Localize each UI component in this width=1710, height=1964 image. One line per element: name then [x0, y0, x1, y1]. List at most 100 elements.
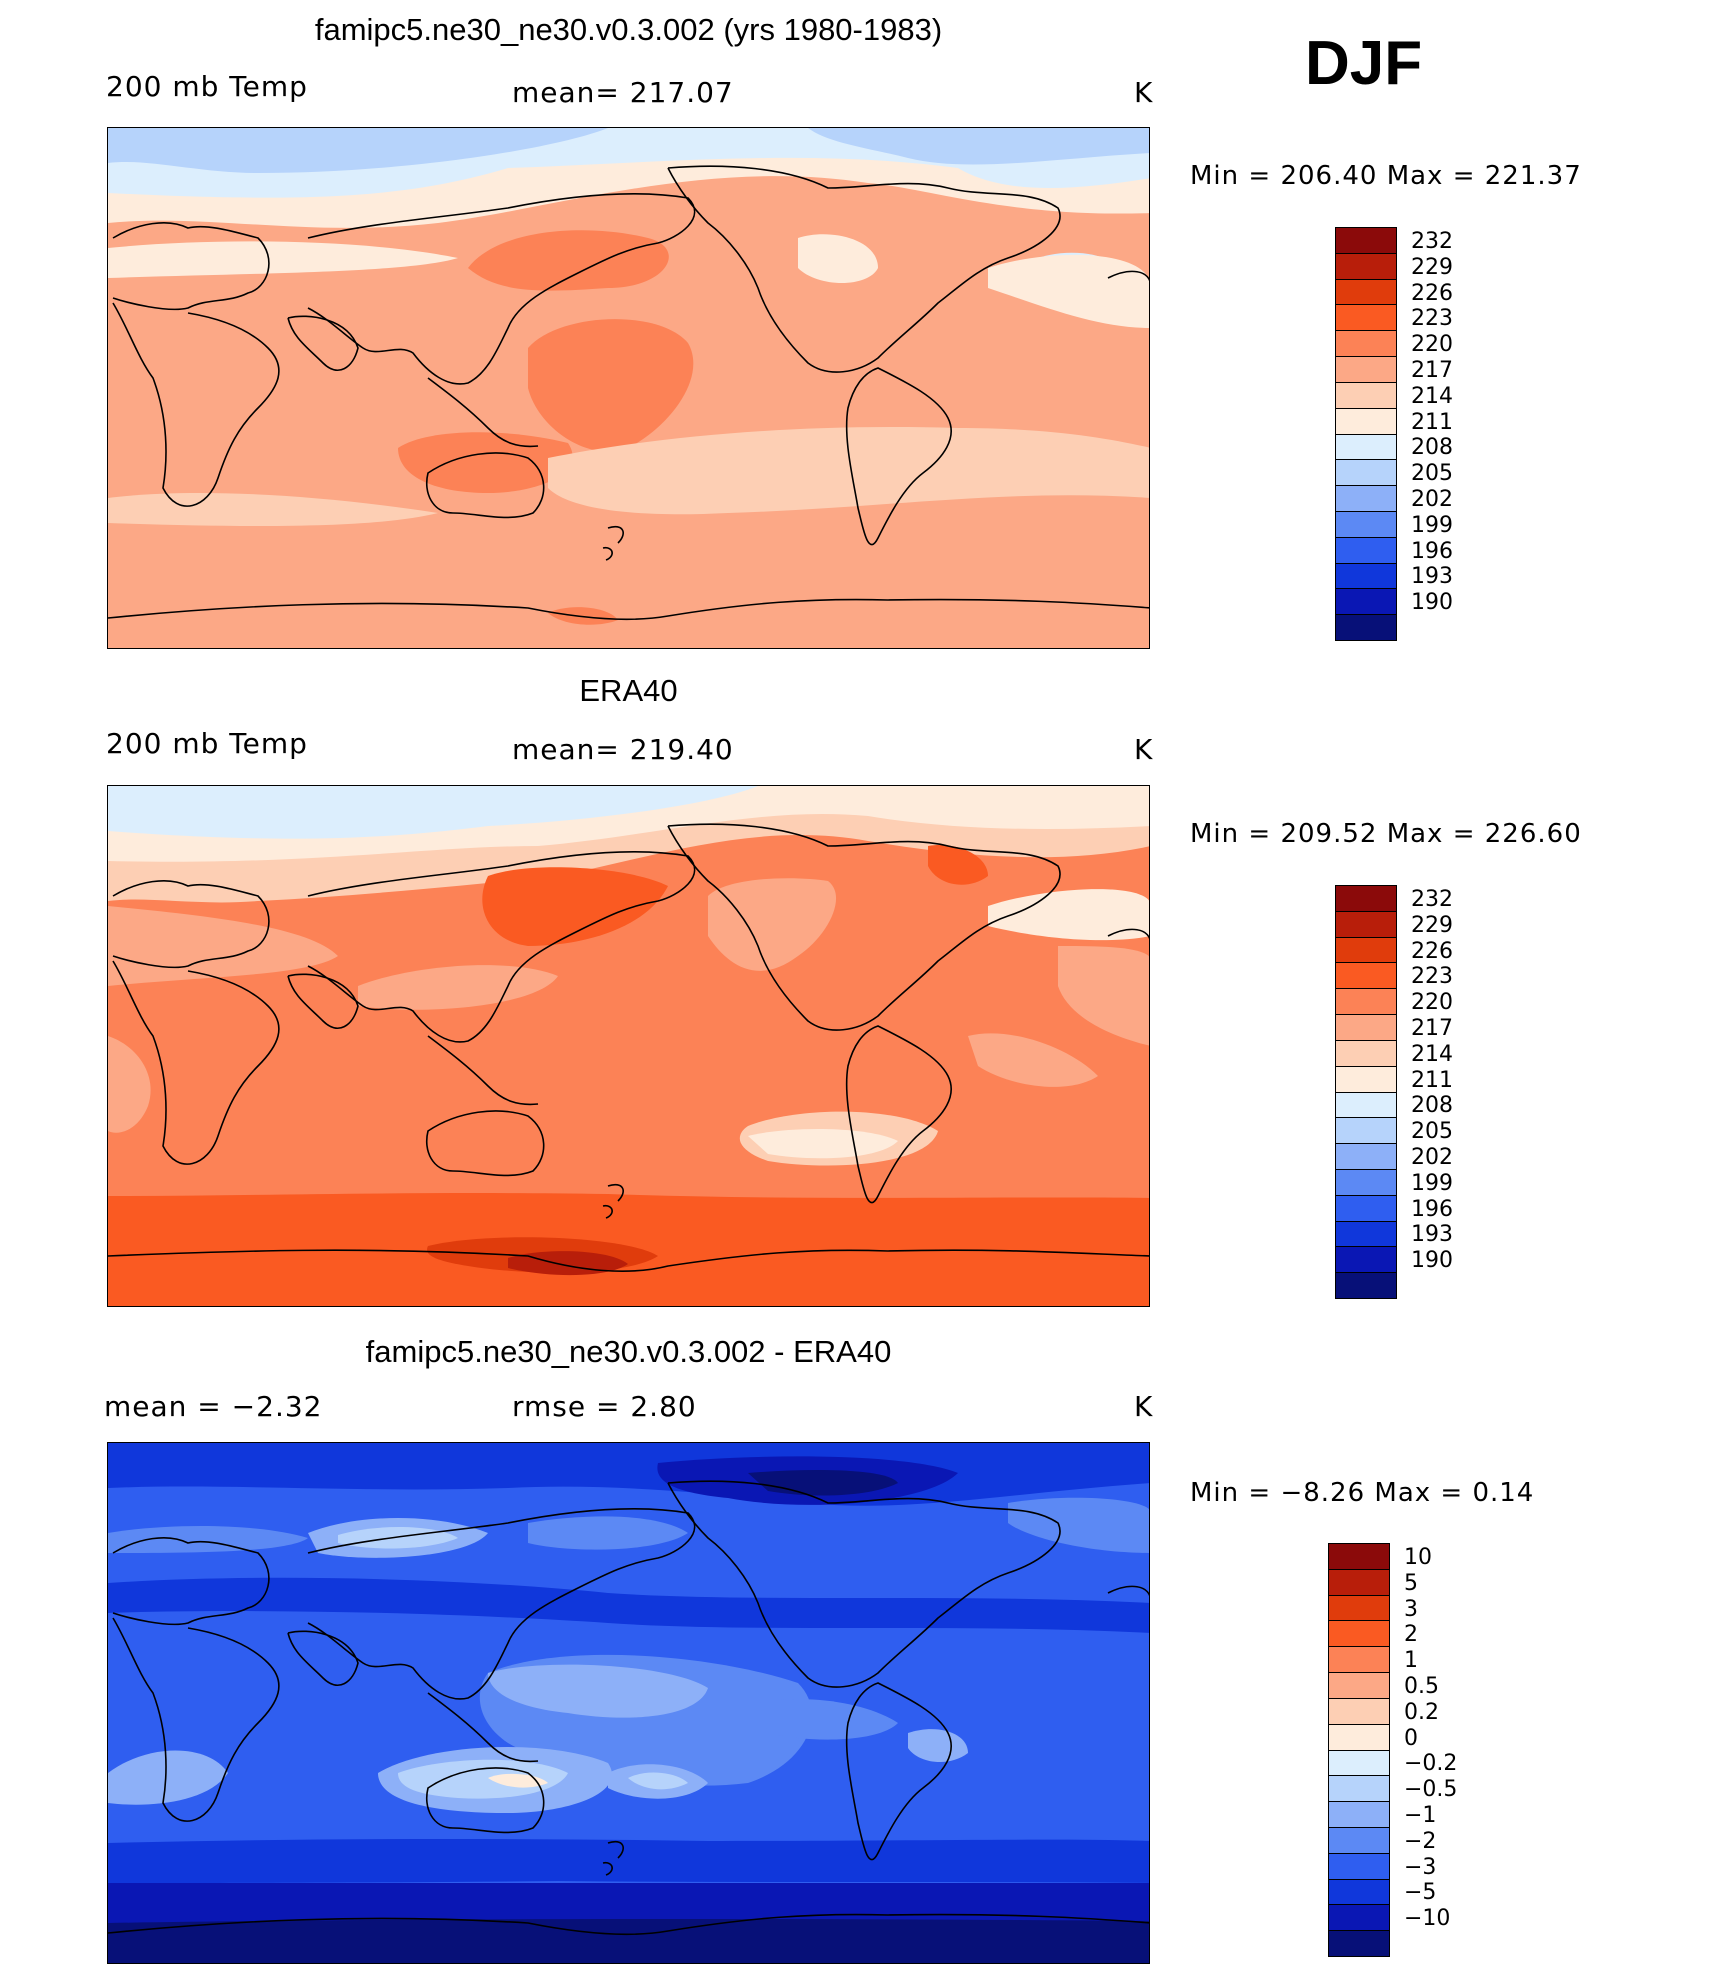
colorbar-cell	[1328, 1543, 1390, 1570]
colorbar-cell	[1335, 1143, 1397, 1170]
colorbar-tick-label: −10	[1404, 1906, 1451, 1932]
colorbar-cell	[1328, 1826, 1390, 1854]
panel-2-minmax: Min = 209.52 Max = 226.60	[1190, 819, 1582, 849]
season-label: DJF	[1305, 29, 1423, 98]
colorbar-cell	[1335, 1168, 1397, 1196]
colorbar-tick-label: 5	[1404, 1570, 1418, 1596]
colorbar-tick-label: 214	[1411, 383, 1453, 409]
colorbar-cell	[1335, 278, 1397, 306]
colorbar-tick-label: 2	[1404, 1622, 1418, 1648]
colorbar-cell	[1328, 1672, 1390, 1699]
panel-2-colorbar: 232 229 226 223 220 217 214 211 208 205 202 199 196 1…	[1335, 885, 1453, 1299]
colorbar-cell	[1335, 936, 1397, 964]
panel-2-map	[107, 785, 1150, 1307]
colorbar-cell	[1328, 1723, 1390, 1751]
colorbar-cell	[1335, 252, 1397, 280]
colorbar-cell	[1335, 433, 1397, 461]
panel-3-colorbar: 10 5 3 2 1 0.5 0.2 0 −0.2 −0.5 −1 −2 −3 −5 −10	[1328, 1543, 1457, 1957]
colorbar-tick-label: 226	[1411, 280, 1453, 306]
colorbar-tick-label: 196	[1411, 538, 1453, 564]
colorbar-tick-label: 223	[1411, 306, 1453, 332]
colorbar-tick-label: 232	[1411, 886, 1453, 912]
panel-1-map	[107, 127, 1150, 649]
colorbar-cell	[1335, 485, 1397, 512]
colorbar-tick-label: 232	[1411, 228, 1453, 254]
colorbar-tick-label: 223	[1411, 964, 1453, 990]
colorbar-cell	[1335, 381, 1397, 409]
colorbar-cell	[1335, 614, 1397, 641]
colorbar-cell	[1328, 1852, 1390, 1880]
colorbar-cell	[1335, 1194, 1397, 1222]
colorbar-cell	[1328, 1620, 1390, 1648]
colorbar-tick-label: 190	[1411, 1248, 1453, 1274]
panel-3-map	[107, 1442, 1150, 1964]
colorbar-cell	[1328, 1801, 1390, 1828]
colorbar-tick-label: 202	[1411, 1145, 1453, 1171]
colorbar-cell	[1335, 1065, 1397, 1093]
colorbar-cell	[1328, 1904, 1390, 1932]
colorbar-cell	[1335, 910, 1397, 938]
colorbar-tick-label: 0.5	[1404, 1673, 1439, 1699]
colorbar-cell	[1335, 588, 1397, 616]
panel-1-title: famipc5.ne30_ne30.v0.3.002 (yrs 1980-198…	[314, 12, 943, 47]
panel-2-mean-label: mean= 219.40	[512, 733, 734, 766]
colorbar-tick-label: −5	[1404, 1880, 1437, 1906]
colorbar-tick-label: 217	[1411, 1015, 1453, 1041]
colorbar-tick-label: 193	[1411, 1222, 1453, 1248]
colorbar-cell	[1335, 1246, 1397, 1274]
colorbar-tick-label: 199	[1411, 1170, 1453, 1196]
colorbar-tick-label: 229	[1411, 254, 1453, 280]
colorbar-cell	[1328, 1697, 1390, 1725]
colorbar-tick-label: 211	[1411, 409, 1453, 435]
colorbar-tick-label: 10	[1404, 1544, 1432, 1570]
colorbar-tick-label: 208	[1411, 1093, 1453, 1119]
colorbar-tick-label: −2	[1404, 1828, 1437, 1854]
colorbar-cell	[1335, 1091, 1397, 1119]
colorbar-tick-label: 0.2	[1404, 1699, 1439, 1725]
colorbar-tick-label: −1	[1404, 1803, 1437, 1829]
colorbar-tick-label: 202	[1411, 487, 1453, 513]
colorbar-cell	[1335, 1272, 1397, 1299]
panel-2-title: ERA40	[579, 673, 678, 708]
panel-1-variable-label: 200 mb Temp	[106, 70, 308, 103]
colorbar-cell	[1328, 1775, 1390, 1803]
colorbar-cell	[1335, 536, 1397, 564]
colorbar-cell	[1335, 988, 1397, 1016]
colorbar-tick-label: 211	[1411, 1067, 1453, 1093]
colorbar-tick-label: 190	[1411, 590, 1453, 616]
colorbar-tick-label: 217	[1411, 357, 1453, 383]
colorbar-cell	[1335, 1220, 1397, 1248]
colorbar-cell	[1328, 1594, 1390, 1622]
colorbar-tick-label: 220	[1411, 332, 1453, 358]
colorbar-tick-label: −3	[1404, 1854, 1437, 1880]
colorbar-cell	[1328, 1749, 1390, 1777]
colorbar-tick-label: 199	[1411, 512, 1453, 538]
colorbar-tick-label: 226	[1411, 938, 1453, 964]
panel-1-colorbar: 232 229 226 223 220 217 214 211 208 205 202 199 196 1…	[1335, 227, 1453, 641]
colorbar-cell	[1335, 1117, 1397, 1145]
colorbar-cell	[1335, 1039, 1397, 1067]
panel-3-units-label: K	[1134, 1390, 1154, 1423]
colorbar-cell	[1328, 1930, 1390, 1957]
panel-3-mean-label: mean = −2.32	[104, 1390, 323, 1423]
colorbar-cell	[1335, 459, 1397, 487]
panel-1-minmax: Min = 206.40 Max = 221.37	[1190, 161, 1582, 191]
colorbar-cell	[1335, 304, 1397, 332]
colorbar-tick-label: 214	[1411, 1041, 1453, 1067]
panel-3-rmse-label: rmse = 2.80	[512, 1390, 697, 1423]
colorbar-tick-label: −0.2	[1404, 1751, 1458, 1777]
colorbar-tick-label: 3	[1404, 1596, 1418, 1622]
colorbar-cell	[1335, 562, 1397, 590]
colorbar-tick-label: 229	[1411, 912, 1453, 938]
colorbar-tick-label: 205	[1411, 461, 1453, 487]
colorbar-cell	[1335, 330, 1397, 358]
colorbar-tick-label: 220	[1411, 990, 1453, 1016]
colorbar-tick-label: 1	[1404, 1648, 1418, 1674]
colorbar-cell	[1328, 1646, 1390, 1674]
colorbar-tick-label: 208	[1411, 435, 1453, 461]
panel-3-minmax: Min = −8.26 Max = 0.14	[1190, 1478, 1535, 1508]
colorbar-cell	[1328, 1568, 1390, 1596]
colorbar-cell	[1328, 1878, 1390, 1906]
colorbar-tick-label: 193	[1411, 564, 1453, 590]
colorbar-cell	[1335, 885, 1397, 912]
